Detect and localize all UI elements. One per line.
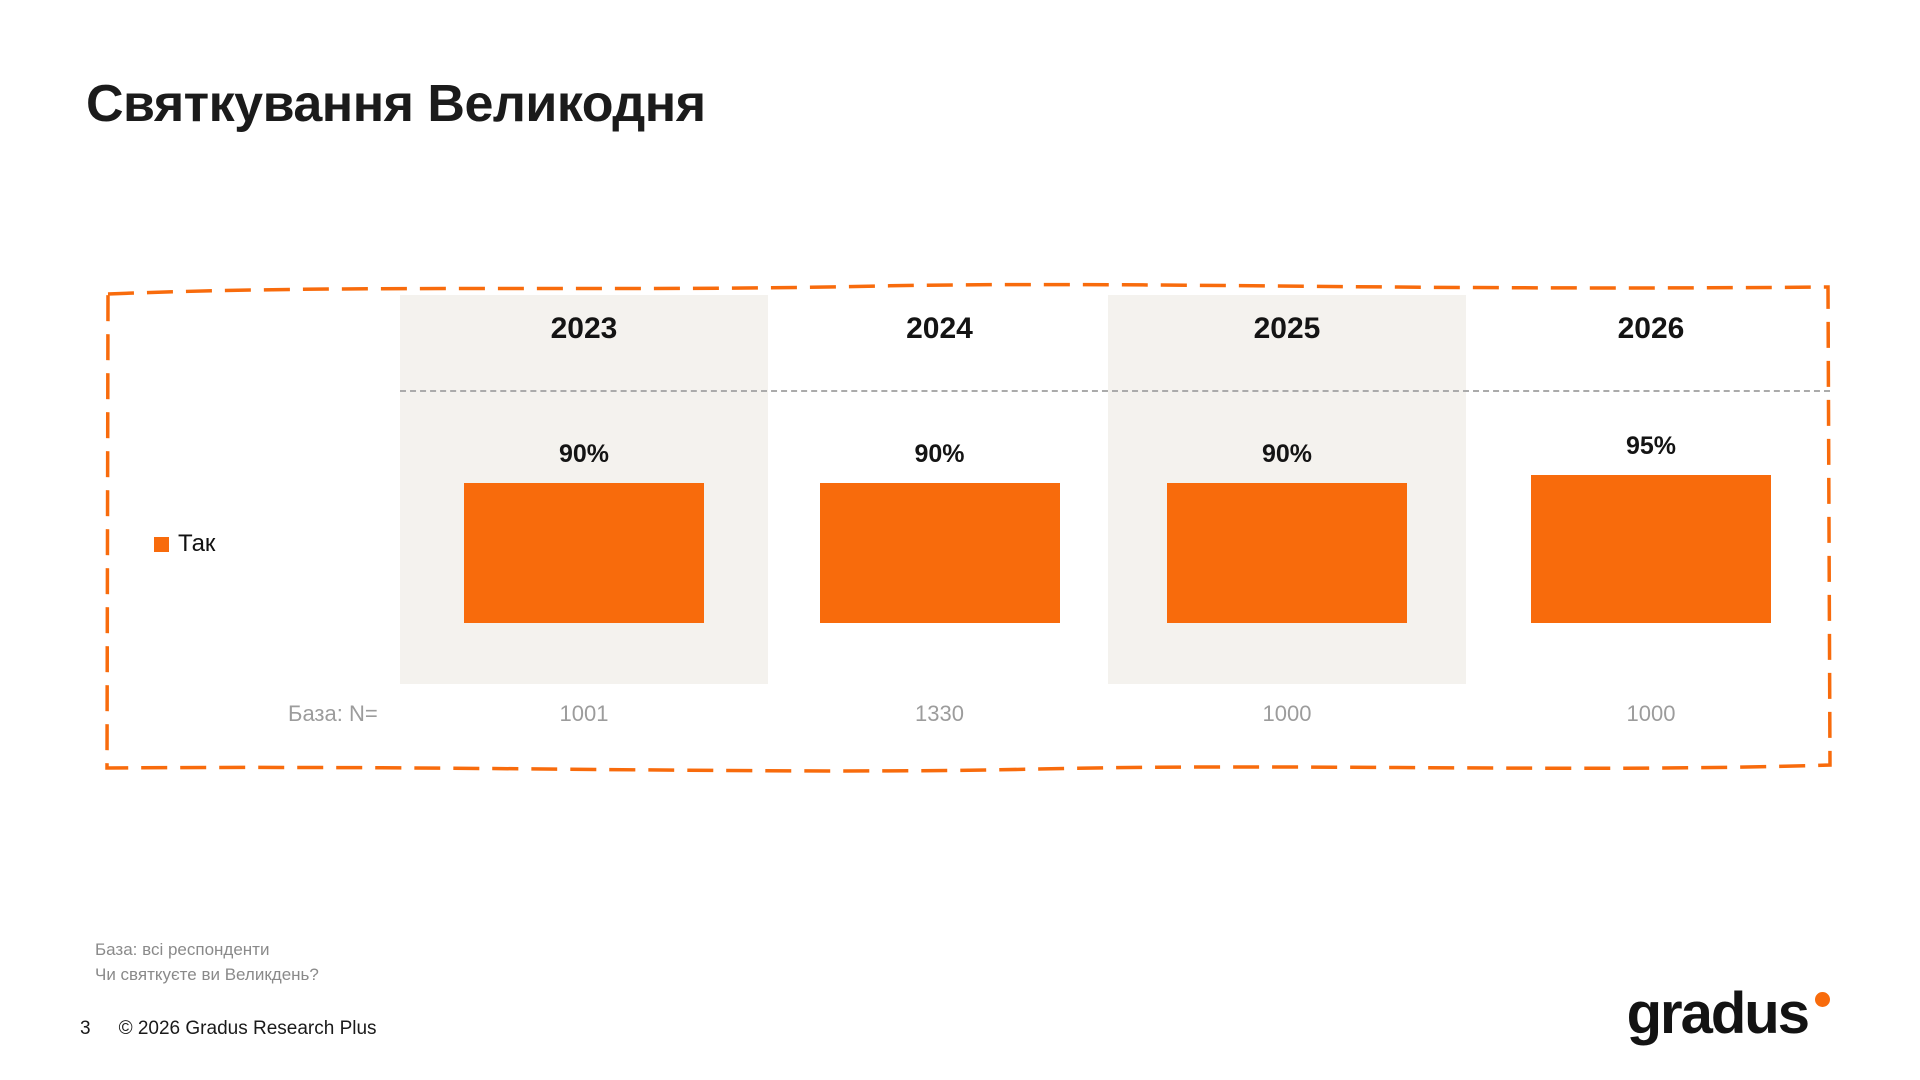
footnote-question: Чи святкуєте ви Великдень? <box>95 964 319 984</box>
base-value: 1000 <box>1262 701 1312 726</box>
base-value: 1001 <box>559 701 609 726</box>
bar-2023 <box>464 483 704 623</box>
chart-dashed-border <box>105 282 1832 773</box>
year-label: 2024 <box>906 312 973 345</box>
chart-area: Так База: N= 2023 90% 1001 2024 90% 1330… <box>98 276 1838 779</box>
copyright: © 2026 Gradus Research Plus <box>118 1018 377 1039</box>
gradus-logo: gradus <box>1626 980 1830 1046</box>
value-label: 90% <box>1261 440 1313 468</box>
chart-column-2023: 2023 90% 1001 <box>400 276 768 779</box>
bar-group: 95% <box>1531 432 1771 623</box>
value-label: 95% <box>1625 432 1677 460</box>
value-label: 90% <box>914 440 965 468</box>
footnote-base: База: всі респонденти <box>95 940 270 959</box>
base-value: 1330 <box>915 701 964 726</box>
legend-label: Так <box>178 530 216 557</box>
base-value: 1000 <box>1626 701 1676 726</box>
logo-wordmark: gradus <box>1626 980 1810 1046</box>
bar-2024 <box>819 483 1060 623</box>
chart-column-2024: 2024 90% 1330 <box>768 276 1111 779</box>
year-label: 2025 <box>1253 312 1321 345</box>
header-dashed-divider <box>400 390 1830 392</box>
value-label: 90% <box>558 440 610 468</box>
chart-column-2026: 2026 95% 1000 <box>1466 276 1836 779</box>
bar-group: 90% <box>819 440 1060 623</box>
page-number: 3 <box>80 1018 91 1039</box>
footnotes: База: всі респонденти Чи святкуєте ви Ве… <box>95 938 319 987</box>
page-title: Святкування Великодня <box>86 75 706 133</box>
bar-group: 90% <box>1167 440 1407 623</box>
legend: Так <box>154 530 215 558</box>
year-label: 2023 <box>550 312 618 345</box>
legend-swatch-icon <box>154 536 169 552</box>
base-row-label: База: N= <box>288 701 378 726</box>
footer: 3 © 2026 Gradus Research Plus <box>80 1018 377 1040</box>
bar-group: 90% <box>464 440 704 623</box>
year-label: 2026 <box>1617 312 1685 345</box>
bar-2025 <box>1167 483 1407 623</box>
chart-column-2025: 2025 90% 1000 <box>1108 276 1466 779</box>
logo-dot-icon <box>1815 991 1830 1007</box>
bar-2026 <box>1531 475 1771 623</box>
